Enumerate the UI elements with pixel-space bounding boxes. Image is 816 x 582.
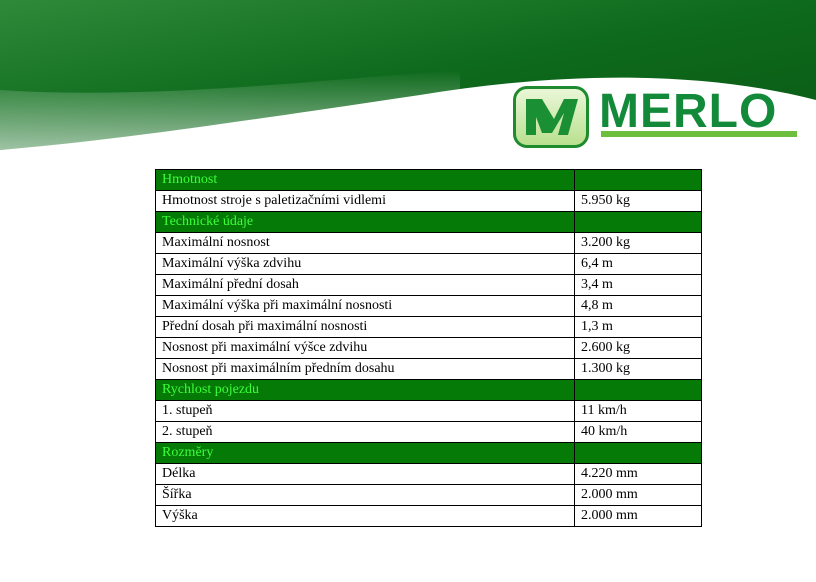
row-label: Maximální nosnost (155, 232, 575, 254)
section-header-row: Hmotnost (155, 169, 702, 191)
row-label: Technické údaje (155, 211, 575, 233)
row-value: 1.300 kg (574, 358, 702, 380)
row-value: 3.200 kg (574, 232, 702, 254)
row-label: Maximální výška při maximální nosnosti (155, 295, 575, 317)
logo-underline (601, 131, 797, 137)
section-header-row: Rychlost pojezdu (155, 379, 702, 401)
row-value (574, 379, 702, 401)
table-row: Hmotnost stroje s paletizačními vidlemi 5… (155, 190, 702, 212)
row-value: 11 km/h (574, 400, 702, 422)
row-value: 4.220 mm (574, 463, 702, 485)
row-label: Rozměry (155, 442, 575, 464)
row-label: Maximální výška zdvihu (155, 253, 575, 275)
row-label: Hmotnost stroje s paletizačními vidlemi (155, 190, 575, 212)
row-value: 1,3 m (574, 316, 702, 338)
table-row: 2. stupeň 40 km/h (155, 421, 702, 443)
table-row: Maximální výška zdvihu 6,4 m (155, 253, 702, 275)
row-value: 3,4 m (574, 274, 702, 296)
row-value: 2.000 mm (574, 484, 702, 506)
table-row: Délka 4.220 mm (155, 463, 702, 485)
row-label: Délka (155, 463, 575, 485)
table-row: Nosnost při maximálním předním dosahu 1.3… (155, 358, 702, 380)
row-label: 1. stupeň (155, 400, 575, 422)
table-row: Maximální výška při maximální nosnosti 4,… (155, 295, 702, 317)
table-row: Maximální nosnost 3.200 kg (155, 232, 702, 254)
row-label: Výška (155, 505, 575, 527)
table-row: Výška 2.000 mm (155, 505, 702, 527)
row-value (574, 211, 702, 233)
row-label: Šířka (155, 484, 575, 506)
row-label: Přední dosah při maximální nosnosti (155, 316, 575, 338)
row-value: 6,4 m (574, 253, 702, 275)
table-row: Přední dosah při maximální nosnosti 1,3 m (155, 316, 702, 338)
merlo-m-emblem (513, 86, 589, 148)
table-row: 1. stupeň 11 km/h (155, 400, 702, 422)
section-header-row: Rozměry (155, 442, 702, 464)
merlo-wordmark: MERLO (599, 85, 778, 138)
table-row: Šířka 2.000 mm (155, 484, 702, 506)
row-value: 40 km/h (574, 421, 702, 443)
row-label: Nosnost při maximální výšce zdvihu (155, 337, 575, 359)
row-label: Maximální přední dosah (155, 274, 575, 296)
merlo-logo: MERLO (513, 85, 803, 150)
row-label: Rychlost pojezdu (155, 379, 575, 401)
spec-table: Hmotnost Hmotnost stroje s paletizačními … (155, 169, 702, 527)
row-label: Nosnost při maximálním předním dosahu (155, 358, 575, 380)
row-value: 4,8 m (574, 295, 702, 317)
row-label: Hmotnost (155, 169, 575, 191)
row-value (574, 442, 702, 464)
row-value (574, 169, 702, 191)
table-row: Nosnost při maximální výšce zdvihu 2.600 … (155, 337, 702, 359)
row-value: 2.600 kg (574, 337, 702, 359)
table-row: Maximální přední dosah 3,4 m (155, 274, 702, 296)
row-value: 2.000 mm (574, 505, 702, 527)
section-header-row: Technické údaje (155, 211, 702, 233)
row-label: 2. stupeň (155, 421, 575, 443)
green-banner (0, 0, 816, 150)
row-value: 5.950 kg (574, 190, 702, 212)
